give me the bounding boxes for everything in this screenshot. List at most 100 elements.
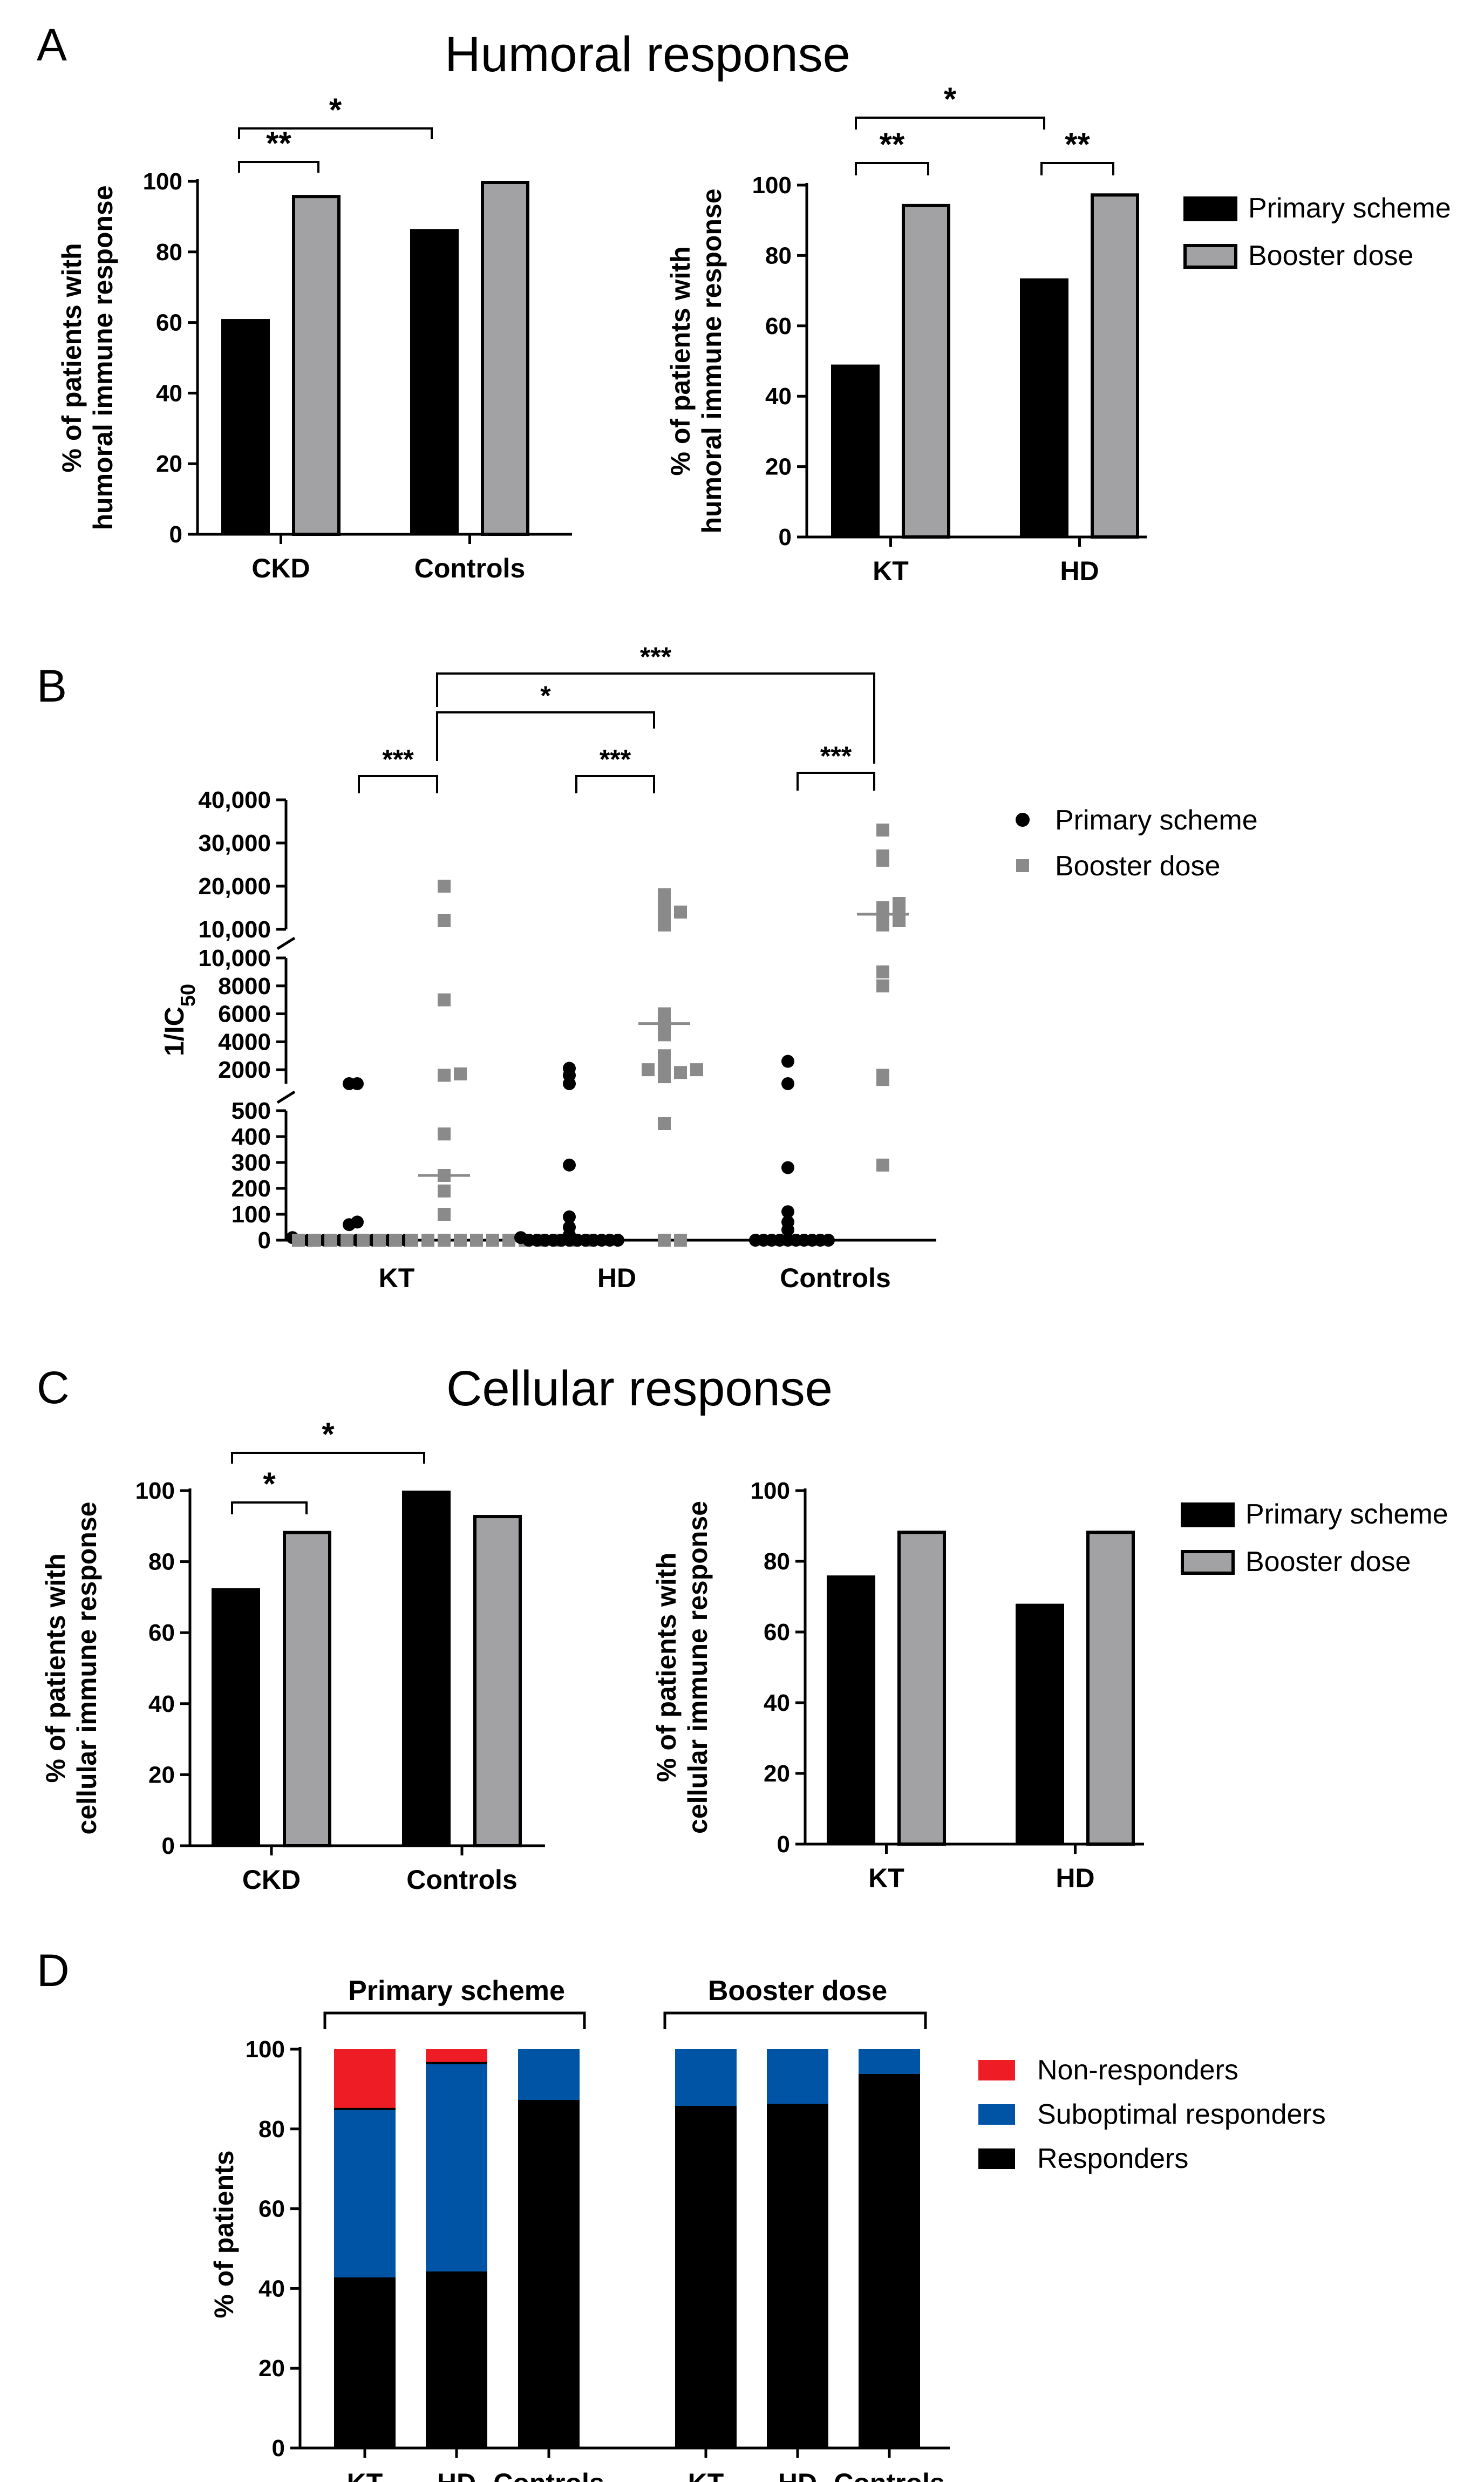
point-booster-dose [658,1062,671,1075]
y-tick-label: 60 [764,1619,790,1645]
point-primary-scheme [563,1221,576,1234]
x-tick-label: HD [778,2468,817,2482]
x-tick-label: Controls [834,2468,945,2482]
title-cellular-response: Cellular response [446,1361,833,1416]
point-booster-dose [658,1234,671,1247]
point-primary-scheme [781,1205,794,1219]
axis-break-mark [276,936,296,950]
sig-hd-primary-booster-bracket [575,775,655,793]
point-primary-scheme [781,1055,794,1068]
legend-swatch-booster-dose [1183,244,1237,269]
legend-marker-booster-dose [1016,859,1029,872]
chart-a-kt-hd: 0 20 40 60 80 100 KT HD % of patients with humora… [665,81,1451,586]
legend-label-primary-scheme: Primary scheme [1245,1499,1448,1530]
legend-label-booster-dose: Booster dose [1245,1546,1411,1577]
legend-label-booster-dose: Booster dose [1055,851,1220,882]
point-booster-dose [876,849,889,862]
point-primary-scheme [563,1062,576,1075]
bar-primary-scheme [221,319,270,534]
point-booster-dose [876,979,889,992]
point-booster-dose [438,1069,451,1082]
point-booster-dose [292,1234,305,1247]
y-tick-label: 0 [272,2435,285,2461]
point-primary-scheme [749,1234,762,1247]
y-axis-label: 1/IC50 [159,984,200,1056]
chart-c-ckd-controls: 0 20 40 60 80 100 CKD Controls % of patients wit… [40,1416,545,1895]
y-tick-label: 4000 [218,1029,271,1055]
x-tick-label: Controls [493,2468,604,2482]
group-label-primary-scheme: Primary scheme [348,1975,565,2007]
point-booster-dose [502,1234,515,1247]
point-booster-dose [324,1234,337,1247]
x-tick-label: HD [437,2468,476,2482]
bar-booster-dose [481,181,529,536]
y-tick-label: 500 [232,1098,271,1124]
y-axis-label-line2: cellular immune response [683,1501,713,1834]
y-tick-label: 100 [143,168,182,195]
point-booster-dose [341,1234,353,1247]
y-tick-label: 300 [232,1150,271,1176]
point-booster-dose [658,910,671,923]
bar-booster-dose [292,195,341,536]
bar-primary-scheme [1016,1603,1064,1844]
x-tick-label: KT [347,2468,383,2482]
sig-ckd-vs-controls-label: * [322,1416,335,1452]
y-tick-label: 20 [765,454,792,480]
point-booster-dose [308,1234,321,1247]
point-primary-scheme [351,1077,364,1090]
y-tick-label: 20 [764,1760,790,1787]
bar-booster-dose [897,1531,946,1846]
legend-label-responders: Responders [1037,2143,1188,2174]
y-tick-label: 40 [765,383,792,410]
x-tick-label: HD [1060,556,1099,586]
sig-kt-vs-hd-booster-label: * [540,681,551,711]
x-tick-label: KT [868,1863,904,1893]
point-booster-dose [674,1234,687,1247]
y-tick-label: 80 [258,2116,285,2143]
point-booster-dose [876,901,889,914]
y-tick-label: 20 [148,1762,175,1788]
bar-primary-scheme [402,1491,451,1846]
y-axis-label-line1: % of patients with [665,247,696,476]
legend-label-primary-scheme: Primary scheme [1248,193,1451,224]
panel-letter-c: C [37,1362,70,1413]
bar-responders [675,2107,737,2448]
axis-break-mark [276,1090,296,1104]
x-tick-label: KT [873,556,909,586]
y-tick-label: 100 [752,172,792,199]
point-primary-scheme [351,1215,364,1229]
bar-booster-dose [1091,193,1139,539]
point-booster-dose [438,1127,451,1141]
legend-label-suboptimal-responders: Suboptimal responders [1037,2099,1326,2130]
y-tick-label: 0 [258,1227,271,1254]
legend-marker-primary-scheme [1016,813,1030,827]
point-booster-dose [893,897,906,910]
point-booster-dose [438,914,451,927]
y-tick-label: 80 [148,1549,175,1575]
point-booster-dose [876,1158,889,1172]
sig-kt-vs-controls-booster-bracket [436,672,875,764]
point-primary-scheme [781,1215,794,1229]
y-tick-label: 0 [779,524,792,550]
bar-responders [518,2101,580,2448]
point-primary-scheme [611,1234,624,1247]
y-tick-label: 80 [764,1548,790,1575]
sig-controls-primary-booster-label: *** [820,741,852,771]
group-bracket [323,2011,586,2029]
point-primary-scheme [781,1161,794,1174]
sig-ckd-vs-controls-bracket [238,127,433,139]
y-tick-label: 0 [162,1833,175,1859]
sig-hd-primary-booster-label: ** [1065,126,1090,162]
x-tick-label: KT [379,1263,415,1293]
legend-label-primary-scheme: Primary scheme [1055,805,1258,836]
point-booster-dose [642,1063,655,1077]
bar-suboptimal-responders [426,2063,487,2273]
bar-suboptimal-responders [675,2049,737,2107]
bar-responders [859,2075,920,2448]
sig-hd-primary-booster-label: *** [600,744,631,774]
legend-swatch-responders [978,2148,1015,2169]
y-tick-label: 60 [765,313,792,339]
y-tick-label: 20 [258,2355,285,2382]
bar-non-responders [334,2049,396,2109]
y-tick-label: 100 [246,2036,285,2063]
